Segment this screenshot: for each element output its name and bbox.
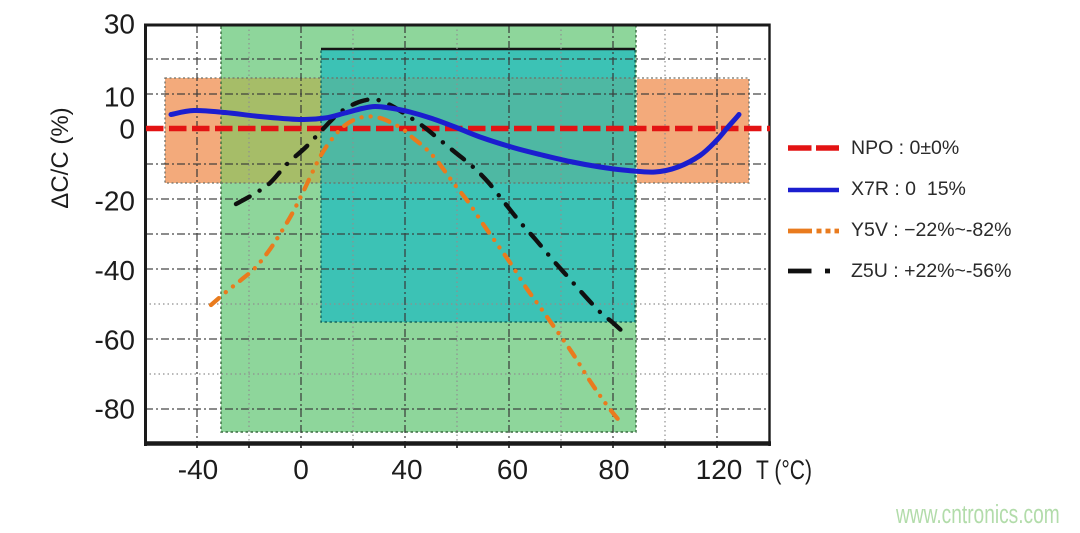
svg-text:0: 0 [293,454,309,485]
svg-text:10: 10 [104,82,135,113]
svg-text:T (°C): T (°C) [756,456,812,486]
svg-text:30: 30 [104,9,135,40]
svg-text:NPO : 0±0%: NPO : 0±0% [851,137,959,159]
svg-text:X7R : 0 15%: X7R : 0 15% [851,178,966,200]
svg-text:-40: -40 [95,255,135,286]
svg-text:www.cntronics.com: www.cntronics.com [895,499,1060,529]
svg-text:ΔC/C (%): ΔC/C (%) [47,107,74,208]
svg-text:0: 0 [119,114,135,145]
svg-text:Y5V : −22%~-82%: Y5V : −22%~-82% [851,219,1011,241]
svg-text:80: 80 [598,454,629,485]
svg-text:-80: -80 [95,394,135,425]
svg-text:120: 120 [696,454,743,485]
svg-text:-20: -20 [95,186,135,217]
svg-text:-60: -60 [95,325,135,356]
svg-text:60: 60 [497,454,528,485]
svg-text:40: 40 [391,454,422,485]
svg-text:-40: -40 [178,454,218,485]
svg-text:Z5U : +22%~-56%: Z5U : +22%~-56% [851,260,1011,282]
